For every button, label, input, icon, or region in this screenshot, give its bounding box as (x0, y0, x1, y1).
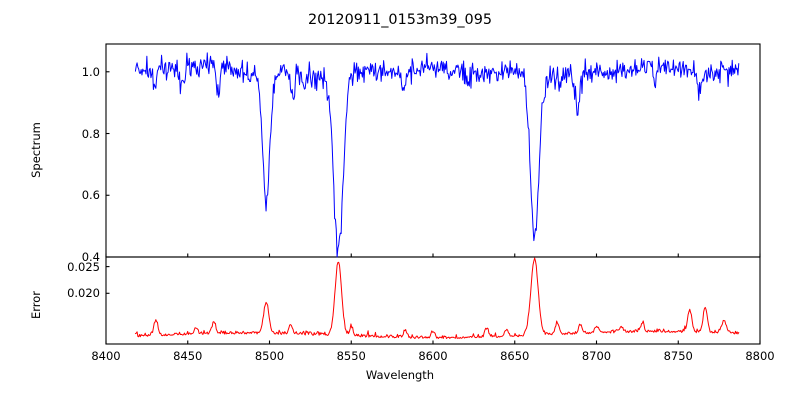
y-tick-label: 0.025 (67, 259, 100, 274)
x-tick-label: 8400 (91, 349, 121, 363)
error-line (134, 257, 740, 340)
x-tick-label: 8450 (173, 349, 203, 363)
page-title: 20120911_0153m39_095 (307, 12, 493, 28)
x-tick-label: 8600 (418, 349, 448, 363)
x-tick-label: 8650 (500, 349, 530, 363)
spectrum-panel-frame (105, 43, 761, 258)
y-tick-label: 1.0 (81, 64, 100, 79)
y-axis-label-spectrum: Spectrum (29, 122, 43, 178)
x-tick-label: 8700 (581, 349, 612, 363)
y-tick-label: 0.020 (67, 286, 100, 301)
x-tick-label: 8750 (663, 349, 693, 363)
y-tick-label: 0.4 (81, 250, 100, 264)
x-axis-label: Wavelength (365, 368, 435, 382)
spectrum-line (134, 52, 740, 258)
x-tick-label: 8500 (254, 349, 285, 363)
x-tick-label: 8800 (745, 349, 775, 363)
y-tick-label: 0.6 (81, 188, 100, 203)
y-tick-label: 0.8 (81, 126, 100, 141)
x-tick-label: 8550 (336, 349, 366, 363)
y-axis-label-error: Error (29, 290, 43, 320)
